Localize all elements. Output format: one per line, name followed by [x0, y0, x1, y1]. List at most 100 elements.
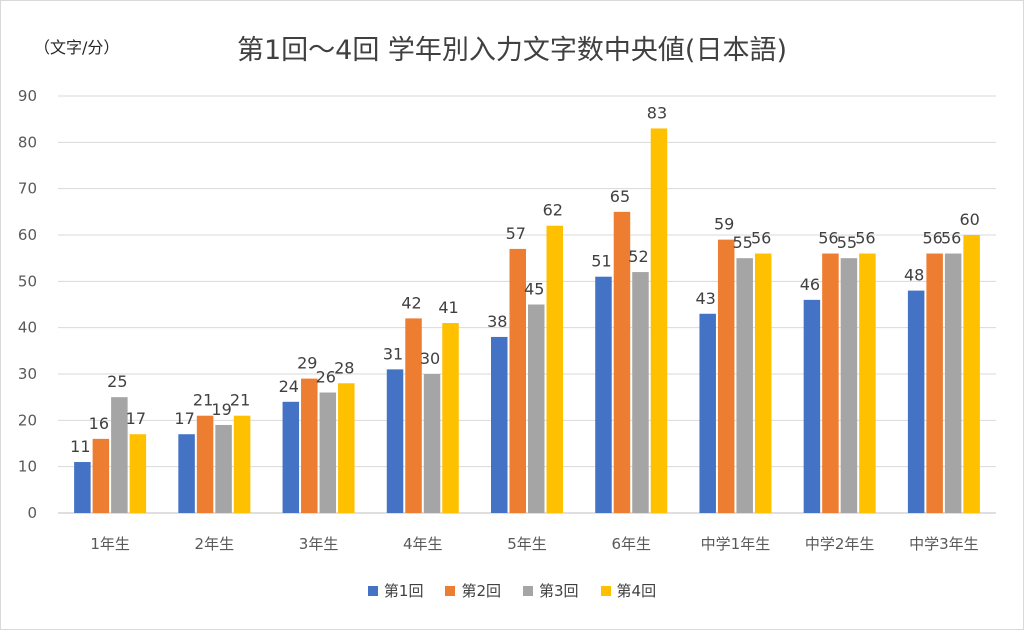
- legend-item: 第4回: [600, 580, 657, 601]
- legend: 第1回 第2回 第3回 第4回: [0, 580, 1024, 601]
- y-tick-label: 60: [18, 226, 37, 244]
- bar: [803, 299, 821, 513]
- legend-item: 第3回: [523, 580, 579, 601]
- data-label: 48: [904, 266, 924, 285]
- data-label: 65: [610, 187, 630, 206]
- x-tick-label: 6年生: [611, 535, 651, 553]
- y-tick-label: 0: [27, 504, 37, 522]
- bar: [859, 253, 876, 514]
- x-tick-label: 2年生: [195, 535, 235, 553]
- data-label: 56: [941, 229, 961, 248]
- bar: [386, 369, 404, 513]
- data-label: 17: [174, 409, 194, 428]
- x-tick-label: 1年生: [90, 535, 130, 553]
- data-label: 21: [193, 391, 213, 410]
- bar: [595, 276, 612, 513]
- data-label: 62: [543, 201, 563, 220]
- bar: [215, 424, 232, 513]
- bar: [111, 397, 128, 513]
- bar: [926, 253, 943, 514]
- x-tick-label: 中学2年生: [805, 535, 875, 553]
- legend-label: 第1回: [383, 582, 424, 600]
- bar: [699, 313, 716, 513]
- y-tick-label: 90: [18, 87, 37, 105]
- data-label: 57: [506, 224, 526, 243]
- legend-label: 第4回: [616, 582, 657, 600]
- bar: [822, 253, 839, 514]
- bar: [74, 462, 91, 513]
- legend-label: 第3回: [539, 582, 579, 600]
- data-label: 56: [855, 229, 875, 248]
- y-tick-label: 10: [18, 458, 37, 476]
- legend-item: 第2回: [445, 580, 501, 601]
- y-tick-label: 50: [18, 272, 37, 290]
- data-label: 60: [959, 210, 979, 229]
- bar: [338, 383, 355, 513]
- data-label: 25: [107, 372, 127, 391]
- data-label: 83: [647, 103, 667, 122]
- bar: [907, 290, 925, 513]
- bar: [613, 211, 631, 514]
- x-tick-label: 中学1年生: [701, 535, 771, 553]
- bar: [632, 272, 649, 513]
- bar: [963, 235, 980, 513]
- data-label: 21: [230, 391, 250, 410]
- bar: [546, 225, 563, 513]
- data-label: 45: [524, 280, 544, 299]
- legend-item: 第1回: [367, 580, 424, 601]
- bar: [178, 434, 195, 513]
- data-label: 55: [837, 233, 857, 252]
- bar: [717, 239, 735, 513]
- y-tick-label: 70: [18, 180, 37, 198]
- data-label: 16: [89, 414, 109, 433]
- bar: [491, 336, 508, 513]
- x-tick-label: 5年生: [507, 535, 547, 553]
- data-label: 41: [438, 298, 458, 317]
- data-label: 17: [126, 409, 146, 428]
- y-tick-label: 40: [18, 319, 37, 337]
- bar: [405, 318, 422, 513]
- bar: [282, 401, 300, 513]
- data-label: 26: [316, 368, 336, 387]
- bar: [736, 258, 753, 513]
- bar: [840, 258, 858, 513]
- data-label: 28: [334, 358, 354, 377]
- legend-swatch: [600, 585, 611, 596]
- bar: [944, 253, 962, 514]
- data-label: 31: [383, 344, 403, 363]
- bar: [196, 415, 214, 513]
- data-label: 29: [297, 354, 317, 373]
- data-label: 56: [751, 229, 771, 248]
- bar: [528, 304, 545, 513]
- bar: [301, 378, 318, 513]
- y-tick-label: 20: [18, 411, 37, 429]
- legend-swatch: [523, 585, 533, 596]
- data-label: 55: [733, 233, 753, 252]
- bar: [423, 374, 441, 513]
- data-label: 38: [487, 312, 507, 331]
- bar: [92, 438, 110, 513]
- data-label: 59: [714, 215, 734, 234]
- data-label: 11: [70, 437, 90, 456]
- legend-swatch: [367, 585, 378, 596]
- data-label: 42: [401, 293, 421, 312]
- y-tick-label: 30: [18, 365, 37, 383]
- bar: [650, 128, 668, 513]
- bar: [319, 392, 337, 513]
- data-label: 19: [211, 400, 231, 419]
- x-tick-label: 中学3年生: [909, 535, 979, 553]
- bar: [754, 253, 772, 514]
- data-label: 46: [800, 275, 820, 294]
- data-label: 56: [818, 229, 838, 248]
- bar: [509, 248, 526, 513]
- data-label: 30: [420, 349, 440, 368]
- y-tick-label: 80: [18, 133, 37, 151]
- legend-label: 第2回: [461, 582, 501, 600]
- data-label: 43: [696, 289, 716, 308]
- chart-title: 第1回～4回 学年別入力文字数中央値(日本語): [236, 35, 787, 66]
- data-label: 52: [628, 247, 648, 266]
- bar: [233, 415, 251, 513]
- x-tick-label: 4年生: [403, 535, 443, 553]
- bar: [442, 323, 459, 513]
